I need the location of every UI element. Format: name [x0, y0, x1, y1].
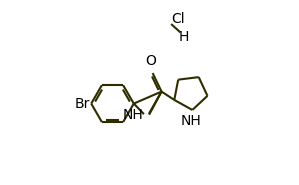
Text: NH: NH — [181, 114, 202, 128]
Text: NH: NH — [122, 108, 143, 122]
Text: H: H — [179, 30, 190, 44]
Text: Cl: Cl — [171, 12, 184, 26]
Text: Br: Br — [75, 97, 91, 111]
Text: O: O — [145, 53, 156, 68]
